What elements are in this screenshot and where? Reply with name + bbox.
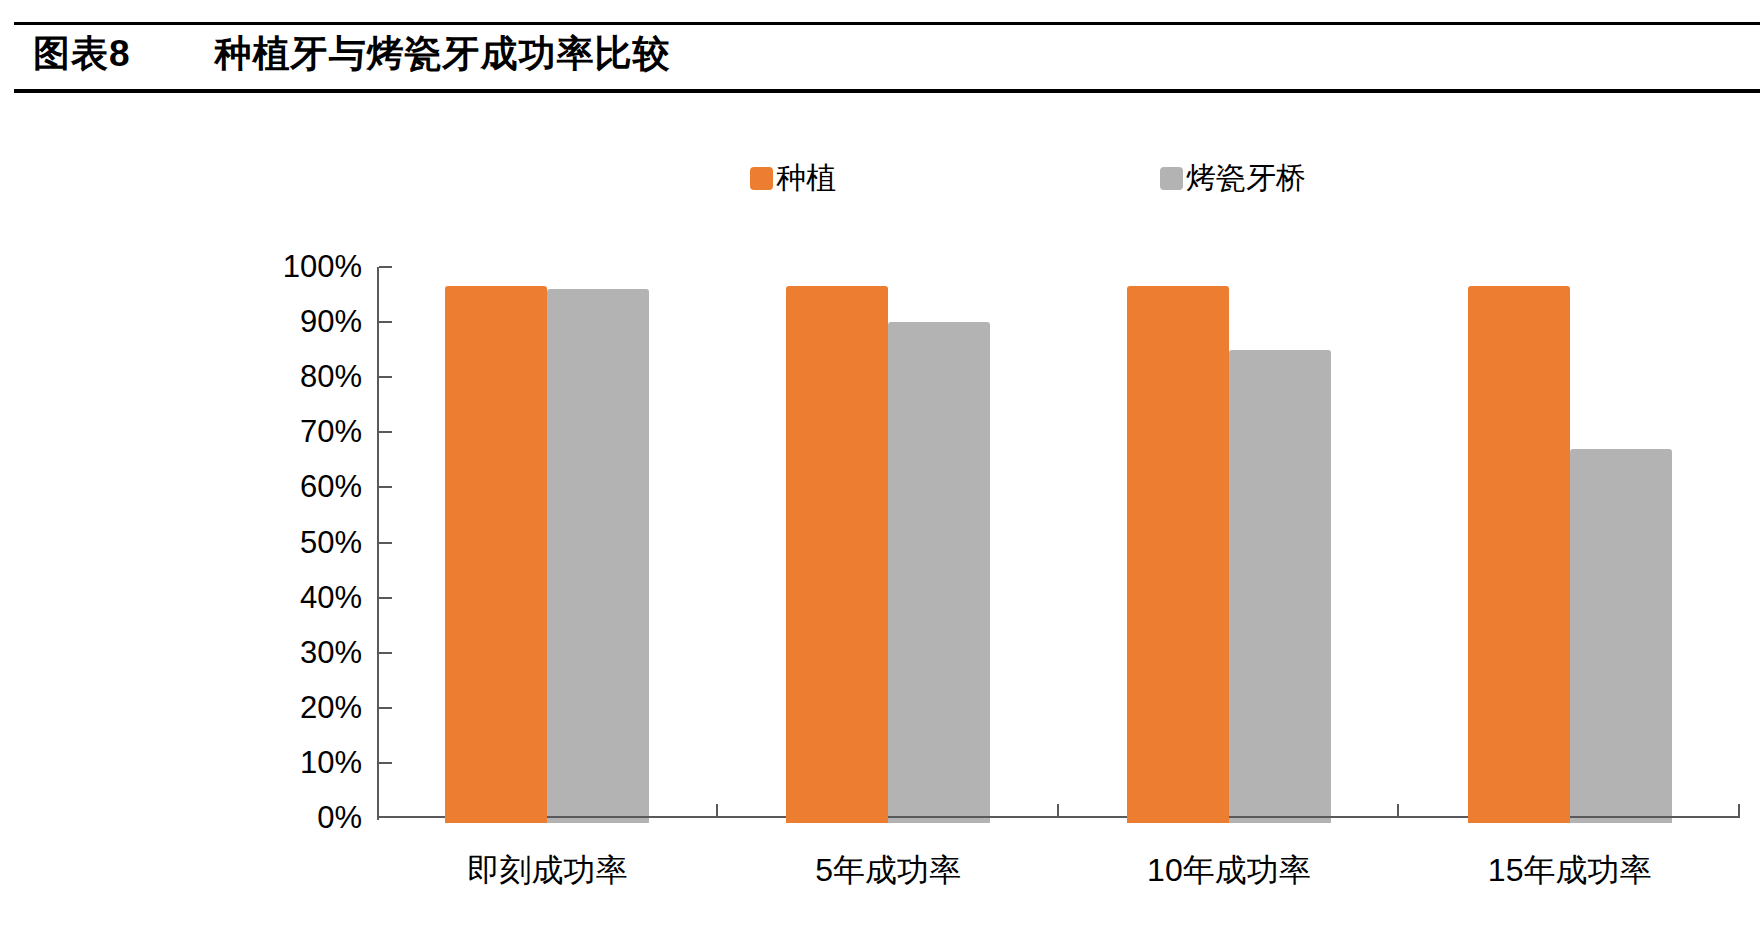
y-axis-tick	[379, 376, 392, 378]
figure-title: 种植牙与烤瓷牙成功率比较	[215, 33, 671, 74]
y-tick-label: 60%	[0, 470, 362, 504]
y-axis-tick	[379, 266, 392, 268]
y-tick-label: 50%	[0, 526, 362, 560]
bar-bridge-3	[1570, 449, 1672, 823]
page-title: 图表8 种植牙与烤瓷牙成功率比较	[33, 30, 671, 78]
y-tick-label: 20%	[0, 691, 362, 725]
y-axis-tick	[379, 707, 392, 709]
y-axis-tick	[379, 597, 392, 599]
x-axis-boundary-tick	[716, 804, 718, 818]
legend-item-bridge: 烤瓷牙桥	[1160, 158, 1306, 198]
y-axis-tick	[379, 652, 392, 654]
x-axis-boundary-tick	[1057, 804, 1059, 818]
page: 图表8 种植牙与烤瓷牙成功率比较 种植 烤瓷牙桥 100% 90% 80% 70% 60%…	[0, 0, 1760, 930]
y-axis-tick	[379, 762, 392, 764]
legend-swatch-implant	[750, 167, 773, 190]
x-category-label: 5年成功率	[815, 850, 961, 890]
legend-swatch-bridge	[1160, 167, 1183, 190]
y-tick-label: 100%	[0, 250, 362, 284]
plot-area	[377, 267, 1740, 818]
y-axis-tick	[379, 431, 392, 433]
bar-bridge-2	[1229, 350, 1331, 823]
y-tick-label: 30%	[0, 636, 362, 670]
y-axis-line	[377, 267, 379, 820]
x-category-label: 15年成功率	[1488, 850, 1652, 890]
legend-item-implant: 种植	[750, 158, 836, 198]
legend-label-implant: 种植	[776, 158, 836, 198]
bar-implant-3	[1468, 286, 1570, 823]
y-tick-label: 80%	[0, 360, 362, 394]
x-category-label: 即刻成功率	[467, 850, 627, 890]
y-axis-tick	[379, 542, 392, 544]
y-tick-label: 40%	[0, 581, 362, 615]
x-axis-labels: 即刻成功率 5年成功率 10年成功率 15年成功率	[377, 850, 1740, 895]
legend-label-bridge: 烤瓷牙桥	[1186, 158, 1306, 198]
header-rule-bottom	[14, 89, 1760, 93]
x-axis-boundary-tick	[1738, 804, 1740, 818]
header-rule-top	[14, 22, 1760, 25]
bar-implant-0	[445, 286, 547, 823]
y-tick-label: 0%	[0, 801, 362, 835]
y-axis-tick	[379, 321, 392, 323]
y-tick-label: 10%	[0, 746, 362, 780]
bar-bridge-0	[547, 289, 649, 823]
bar-implant-1	[786, 286, 888, 823]
y-tick-label: 90%	[0, 305, 362, 339]
x-category-label: 10年成功率	[1147, 850, 1311, 890]
bar-bridge-1	[888, 322, 990, 823]
bar-implant-2	[1127, 286, 1229, 823]
figure-label: 图表8	[33, 33, 131, 74]
y-tick-label: 70%	[0, 415, 362, 449]
x-axis-boundary-tick	[1397, 804, 1399, 818]
y-axis-labels: 100%90%80%70%60%50%40%30%20%10%0%	[0, 267, 362, 818]
y-axis-tick	[379, 486, 392, 488]
